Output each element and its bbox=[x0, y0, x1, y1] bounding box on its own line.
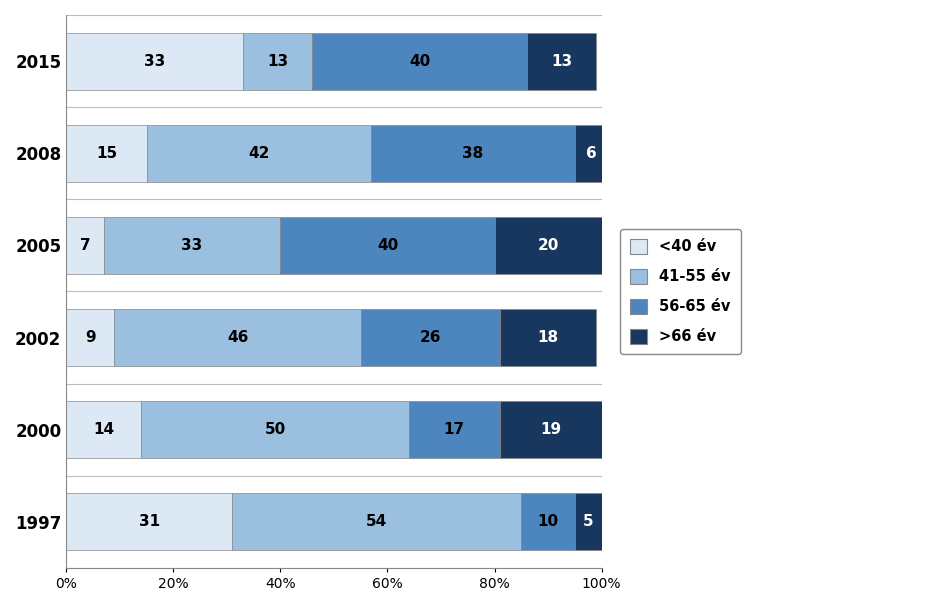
Bar bbox=[104, 217, 281, 274]
Text: 50: 50 bbox=[265, 422, 285, 438]
Text: 26: 26 bbox=[419, 330, 441, 345]
Text: 19: 19 bbox=[540, 422, 561, 438]
Bar bbox=[115, 309, 361, 366]
Text: 7: 7 bbox=[80, 238, 91, 253]
Text: 46: 46 bbox=[227, 330, 248, 345]
Bar bbox=[67, 309, 115, 366]
Text: 42: 42 bbox=[248, 146, 269, 161]
Bar bbox=[67, 493, 232, 550]
Bar bbox=[371, 125, 575, 182]
Bar bbox=[500, 309, 596, 366]
Text: 13: 13 bbox=[551, 53, 572, 68]
Text: 13: 13 bbox=[267, 53, 288, 68]
Bar bbox=[67, 217, 104, 274]
Bar bbox=[312, 33, 527, 90]
Text: 14: 14 bbox=[94, 422, 114, 438]
Bar bbox=[361, 309, 500, 366]
Bar bbox=[575, 125, 607, 182]
Bar bbox=[146, 125, 371, 182]
Text: 38: 38 bbox=[462, 146, 483, 161]
Text: 10: 10 bbox=[537, 514, 558, 530]
Text: 18: 18 bbox=[537, 330, 558, 345]
Text: 6: 6 bbox=[585, 146, 596, 161]
Bar bbox=[575, 493, 602, 550]
Bar bbox=[67, 33, 243, 90]
Bar bbox=[232, 493, 521, 550]
Bar bbox=[67, 401, 141, 458]
Bar bbox=[281, 217, 494, 274]
Bar bbox=[500, 401, 602, 458]
Text: 9: 9 bbox=[85, 330, 95, 345]
Bar bbox=[494, 217, 602, 274]
Text: 15: 15 bbox=[95, 146, 117, 161]
Text: 40: 40 bbox=[409, 53, 431, 68]
Text: 40: 40 bbox=[377, 238, 398, 253]
Bar bbox=[141, 401, 409, 458]
Text: 31: 31 bbox=[139, 514, 160, 530]
Text: 54: 54 bbox=[366, 514, 387, 530]
Bar bbox=[409, 401, 500, 458]
Bar bbox=[243, 33, 312, 90]
Text: 33: 33 bbox=[181, 238, 203, 253]
Text: 20: 20 bbox=[537, 238, 558, 253]
Legend: <40 év, 41-55 év, 56-65 év, >66 év: <40 év, 41-55 év, 56-65 év, >66 év bbox=[619, 228, 741, 355]
Text: 17: 17 bbox=[444, 422, 465, 438]
Bar bbox=[527, 33, 596, 90]
Text: 5: 5 bbox=[582, 514, 594, 530]
Bar bbox=[521, 493, 575, 550]
Bar bbox=[67, 125, 146, 182]
Text: 33: 33 bbox=[144, 53, 165, 68]
